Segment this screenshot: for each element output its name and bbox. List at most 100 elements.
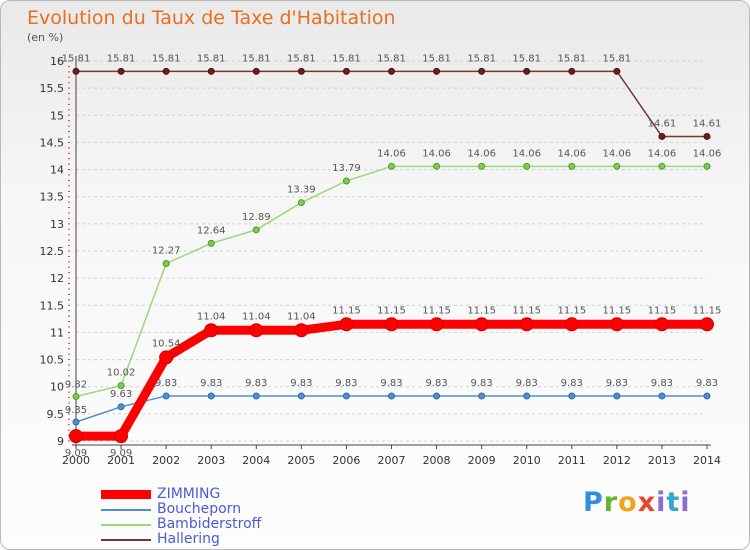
data-point-zimming	[249, 323, 264, 338]
data-label-bambiderstroff: 14.06	[377, 148, 406, 159]
data-label-bambiderstroff: 14.06	[693, 148, 722, 159]
data-point-bambiderstroff	[433, 162, 441, 170]
legend-label-hallering: Hallering	[157, 531, 220, 547]
data-point-bambiderstroff	[613, 162, 621, 170]
data-label-zimming: 9.09	[110, 448, 132, 459]
data-point-zimming	[474, 317, 489, 332]
data-label-hallering: 15.81	[512, 53, 541, 64]
data-label-boucheporn: 9.83	[561, 378, 583, 389]
data-label-hallering: 15.81	[107, 53, 136, 64]
data-point-bambiderstroff	[703, 162, 711, 170]
data-point-hallering	[478, 67, 486, 75]
y-tick-label: 14	[50, 164, 64, 177]
data-point-zimming	[294, 323, 309, 338]
data-point-boucheporn	[568, 392, 576, 400]
data-point-hallering	[568, 67, 576, 75]
x-tick-label: 2005	[287, 454, 315, 467]
data-label-zimming: 11.15	[377, 305, 406, 316]
data-label-boucheporn: 9.83	[335, 378, 357, 389]
data-point-hallering	[162, 67, 170, 75]
y-tick-label: 16	[50, 55, 64, 68]
data-point-bambiderstroff	[388, 162, 395, 170]
proxiti-logo: Proxiti	[583, 487, 691, 518]
data-point-boucheporn	[433, 392, 441, 400]
legend-swatch-zimming	[101, 490, 151, 499]
data-point-bambiderstroff	[478, 162, 486, 170]
chart-unit: (en %)	[27, 31, 64, 44]
data-label-zimming: 11.15	[693, 305, 722, 316]
data-point-boucheporn	[207, 392, 215, 400]
y-tick-label: 11.5	[40, 299, 65, 312]
data-label-bambiderstroff: 13.79	[332, 163, 361, 174]
y-tick-label: 13.5	[40, 191, 65, 204]
data-label-zimming: 11.15	[467, 305, 496, 316]
data-point-hallering	[117, 67, 125, 75]
data-point-zimming	[654, 317, 669, 332]
series-line-hallering	[76, 70, 707, 138]
data-label-zimming: 9.09	[65, 448, 87, 459]
data-label-bambiderstroff: 14.06	[467, 148, 496, 159]
data-point-zimming	[429, 317, 444, 332]
data-label-boucheporn: 9.35	[65, 405, 87, 416]
data-point-zimming	[384, 317, 399, 332]
y-tick-label: 12.5	[40, 245, 65, 258]
data-point-hallering	[72, 67, 80, 75]
data-label-hallering: 15.81	[332, 53, 361, 64]
series-line-boucheporn	[75, 395, 707, 423]
x-tick-label: 2014	[693, 454, 721, 467]
data-label-bambiderstroff: 10.02	[107, 368, 136, 379]
data-label-hallering: 15.81	[377, 53, 406, 64]
data-point-boucheporn	[162, 392, 170, 400]
data-label-hallering: 15.81	[467, 53, 496, 64]
data-point-boucheporn	[342, 392, 350, 400]
data-point-hallering	[388, 67, 395, 75]
data-point-boucheporn	[388, 392, 395, 400]
x-tick-label: 2000	[62, 454, 90, 467]
data-label-boucheporn: 9.83	[380, 378, 402, 389]
data-label-bambiderstroff: 14.06	[557, 148, 586, 159]
x-tick-label: 2001	[107, 454, 135, 467]
y-tick-label: 11	[50, 326, 64, 339]
data-point-zimming	[564, 317, 579, 332]
data-point-zimming	[609, 317, 624, 332]
chart-title: Evolution du Taux de Taxe d'Habitation	[27, 7, 396, 29]
data-point-zimming	[159, 350, 174, 365]
data-point-zimming	[519, 317, 534, 332]
x-tick-label: 2007	[378, 454, 406, 467]
data-point-bambiderstroff	[117, 382, 125, 390]
data-label-hallering: 15.81	[197, 53, 226, 64]
data-point-bambiderstroff	[523, 162, 531, 170]
y-tick-label: 14.5	[40, 136, 65, 149]
data-point-boucheporn	[613, 392, 621, 400]
data-label-bambiderstroff: 12.27	[152, 245, 181, 256]
x-tick-label: 2011	[558, 454, 586, 467]
data-label-hallering: 15.81	[603, 53, 632, 64]
data-point-hallering	[613, 67, 621, 75]
y-tick-label: 12	[50, 272, 64, 285]
data-point-hallering	[342, 67, 350, 75]
y-tick-label: 15.5	[40, 82, 65, 95]
data-label-zimming: 11.04	[287, 311, 316, 322]
data-label-zimming: 10.54	[152, 338, 181, 349]
data-point-bambiderstroff	[568, 162, 576, 170]
x-tick-label: 2012	[603, 454, 631, 467]
data-point-hallering	[252, 67, 260, 75]
data-point-hallering	[297, 67, 305, 75]
data-label-boucheporn: 9.83	[155, 378, 177, 389]
data-label-bambiderstroff: 13.39	[287, 185, 316, 196]
data-label-hallering: 15.81	[557, 53, 586, 64]
legend-swatch-boucheporn	[101, 509, 151, 511]
data-label-boucheporn: 9.83	[696, 378, 718, 389]
data-point-boucheporn	[658, 392, 666, 400]
data-label-bambiderstroff: 14.06	[512, 148, 541, 159]
data-point-zimming	[204, 323, 219, 338]
data-point-hallering	[433, 67, 441, 75]
data-point-hallering	[523, 67, 531, 75]
data-label-boucheporn: 9.83	[200, 378, 222, 389]
data-label-boucheporn: 9.83	[245, 378, 267, 389]
data-point-bambiderstroff	[252, 226, 260, 234]
data-point-boucheporn	[523, 392, 531, 400]
data-point-bambiderstroff	[207, 239, 215, 247]
data-point-bambiderstroff	[72, 392, 80, 400]
